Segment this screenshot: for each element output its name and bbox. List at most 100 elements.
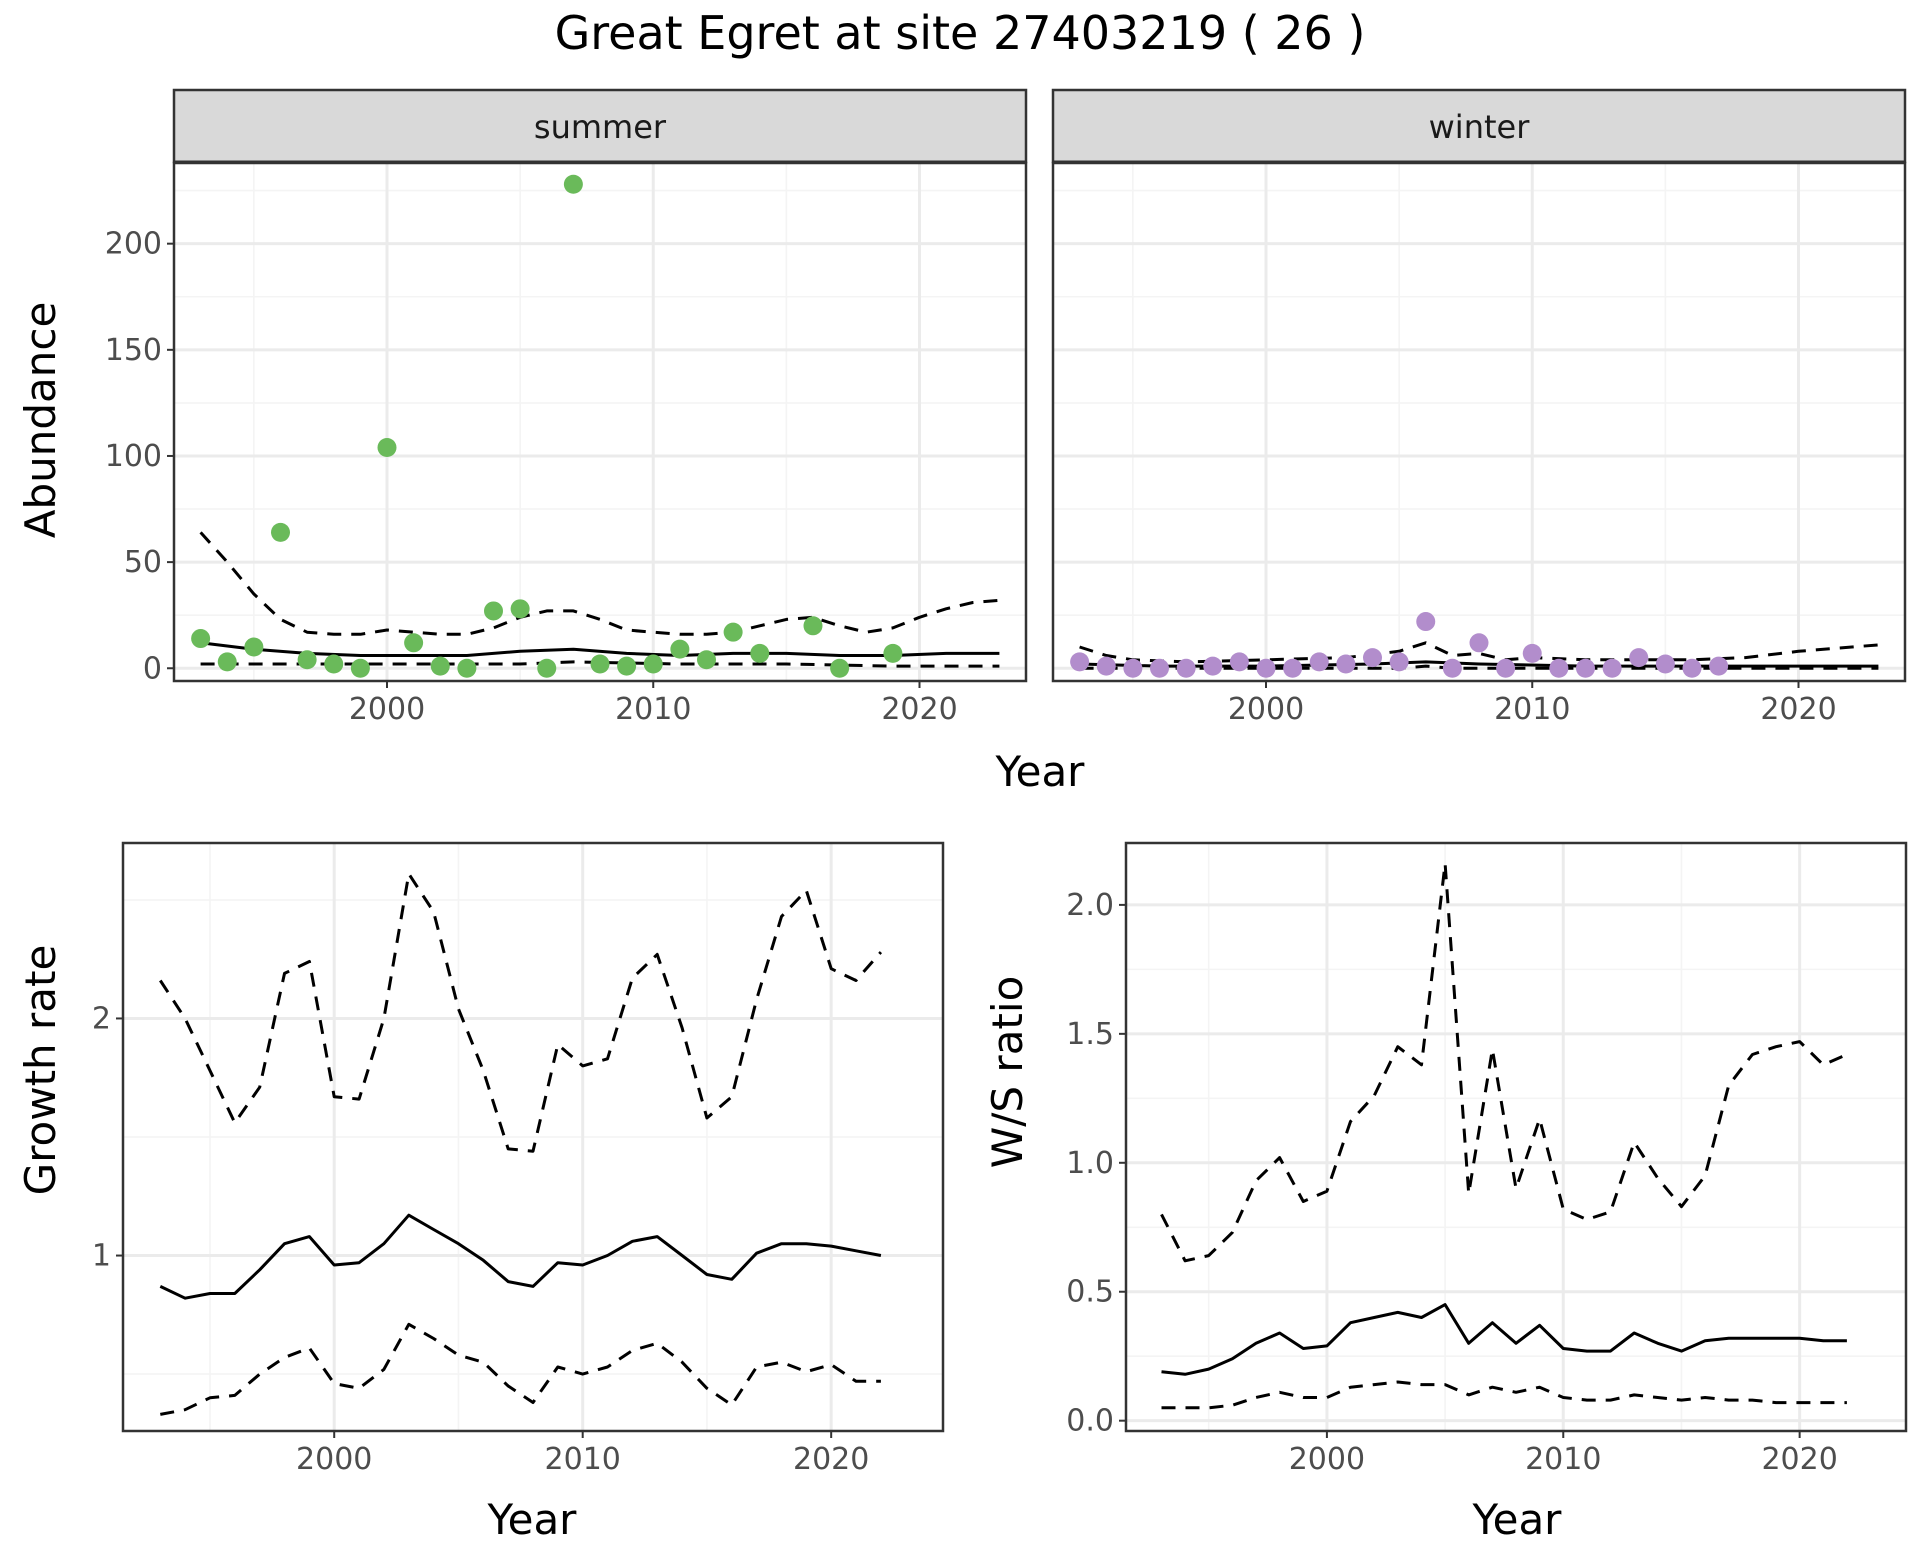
winter-data-point: [1256, 658, 1276, 678]
ws-estimate-line: [1161, 1303, 1847, 1376]
abundance-y-axis-title: Abundance: [16, 302, 65, 539]
winter-x-tick-label: 2020: [1760, 692, 1836, 727]
abundance-y-tick-label: 50: [124, 545, 162, 580]
winter-data-point: [1176, 658, 1196, 678]
winter-data-point: [1549, 658, 1569, 678]
winter-data-point: [1389, 652, 1409, 672]
winter-data-point: [1629, 648, 1649, 668]
summer-trend-line: [200, 641, 1000, 657]
facet-winter: winter 2000 2010 2020: [1051, 88, 1907, 727]
summer-data-point: [324, 654, 344, 674]
summer-data-point: [377, 437, 397, 457]
summer-upper-bound-line: [199, 531, 1000, 636]
ws-upper-bound-line: [1160, 862, 1848, 1263]
winter-strip-label: winter: [1429, 108, 1531, 146]
summer-data-point: [750, 643, 770, 663]
winter-data-point: [1070, 652, 1090, 672]
summer-data-point: [803, 616, 823, 636]
summer-x-tick-label: 2020: [881, 692, 957, 727]
summer-data-point: [697, 650, 716, 670]
summer-data-point: [537, 658, 557, 678]
summer-strip: [172, 88, 1028, 164]
summer-data-point: [430, 656, 450, 676]
winter-data-point: [1602, 658, 1622, 678]
growth-panel-border: [121, 841, 945, 1433]
abundance-x-axis-title: Year: [995, 747, 1086, 796]
growth-rate-panel: 2000 2010 2020 1 2: [92, 841, 945, 1477]
summer-data-point: [244, 637, 264, 657]
summer-panel-background: [174, 163, 1026, 681]
winter-x-tick-label: 2010: [1494, 692, 1570, 727]
winter-data-point: [1709, 656, 1729, 676]
ws-panel-border: [1124, 841, 1908, 1433]
ws-panel-background: [1126, 843, 1906, 1431]
growth-y-tick-label: 1: [92, 1239, 111, 1274]
summer-panel-border: [172, 161, 1028, 683]
growth-x-tick-label: 2000: [296, 1442, 372, 1477]
winter-data-point: [1123, 658, 1143, 678]
summer-data-point: [217, 652, 237, 672]
winter-data-point: [1363, 648, 1382, 668]
winter-data-point: [1522, 643, 1542, 663]
summer-data-point: [670, 639, 690, 659]
facet-summer: summer 2000 2010 2020: [172, 88, 1028, 727]
winter-panel-border: [1051, 161, 1907, 683]
summer-lower-bound-line: [200, 660, 1000, 668]
winter-data-point: [1682, 658, 1702, 678]
ws-x-tick-label: 2020: [1761, 1442, 1837, 1477]
winter-data-point: [1229, 652, 1249, 672]
summer-x-tick-label: 2000: [349, 692, 425, 727]
growth-y-axis-title: Growth rate: [16, 945, 65, 1196]
summer-data-point: [590, 654, 610, 674]
summer-data-point: [617, 656, 637, 676]
ws-y-tick-label: 0.0: [1066, 1404, 1114, 1439]
abundance-y-tick-label: 150: [105, 333, 162, 368]
winter-data-point: [1442, 658, 1462, 678]
summer-data-point: [563, 174, 583, 194]
summer-data-point: [350, 658, 370, 678]
growth-rate-chart: 2000 2010 2020 1 2 Year Growth rate: [16, 841, 945, 1544]
abundance-y-tick-label: 200: [105, 227, 162, 262]
ws-y-tick-label: 1.5: [1066, 1017, 1114, 1052]
winter-panel-background: [1053, 163, 1905, 681]
summer-data-point: [297, 650, 317, 670]
winter-x-tick-label: 2000: [1228, 692, 1304, 727]
ws-ratio-chart: 2000 2010 2020 0.0 0.5 1.0 1.5 2.0 Year W/S rat…: [983, 841, 1908, 1544]
summer-x-tick-label: 2010: [615, 692, 691, 727]
ws-x-tick-label: 2010: [1525, 1442, 1601, 1477]
winter-data-point: [1309, 652, 1329, 672]
abundance-y-tick-label: 100: [105, 439, 162, 474]
winter-data-point: [1150, 658, 1169, 678]
summer-data-point: [883, 643, 903, 663]
ws-y-tick-label: 1.0: [1066, 1146, 1114, 1181]
summer-data-point: [484, 601, 503, 621]
summer-data-point: [510, 599, 530, 619]
summer-data-point: [830, 658, 850, 678]
winter-data-point: [1496, 658, 1516, 678]
winter-data-point: [1283, 658, 1303, 678]
summer-data-point: [457, 658, 477, 678]
winter-data-point: [1469, 633, 1489, 653]
winter-data-point: [1096, 656, 1116, 676]
winter-strip: [1051, 88, 1907, 164]
winter-data-point: [1203, 656, 1223, 676]
ws-y-tick-label: 0.5: [1066, 1275, 1114, 1310]
growth-x-axis-title: Year: [487, 1495, 578, 1544]
ws-y-tick-label: 2.0: [1066, 888, 1114, 923]
abundance-y-ticks: 0 50 100 150 200: [105, 227, 174, 686]
summer-data-point: [723, 622, 743, 642]
winter-data-point: [1655, 654, 1675, 674]
summer-strip-label: summer: [534, 108, 667, 146]
abundance-y-tick-label: 0: [143, 651, 162, 686]
ws-lower-bound-line: [1161, 1380, 1847, 1410]
growth-estimate-line: [159, 1213, 882, 1300]
summer-data-point: [404, 633, 424, 653]
winter-data-point: [1416, 612, 1436, 632]
abundance-chart: summer 2000 2010 2020 winter 2000 2010 2020 0 5…: [16, 88, 1907, 796]
figure-title: Great Egret at site 27403219 ( 26 ): [555, 6, 1366, 60]
growth-y-tick-label: 2: [92, 1001, 111, 1036]
ws-ratio-panel: 2000 2010 2020 0.0 0.5 1.0 1.5 2.0: [1066, 841, 1908, 1477]
growth-upper-bound-line: [159, 872, 883, 1153]
summer-data-point: [643, 654, 663, 674]
ws-y-axis-title: W/S ratio: [983, 976, 1032, 1169]
